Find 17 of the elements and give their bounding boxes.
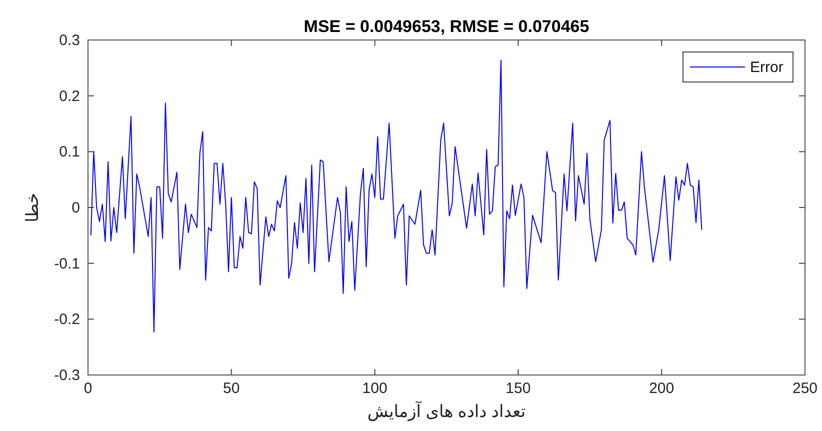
x-tick-label: 100: [362, 380, 388, 397]
y-tick-label: 0: [72, 200, 80, 216]
y-tick-label: 0.3: [59, 32, 80, 49]
y-tick-label: 0.2: [59, 88, 80, 105]
y-tick-label: -0.2: [54, 311, 80, 328]
legend-label: Error: [750, 59, 784, 76]
x-axis-title: تعداد داده های آزمایش: [367, 401, 526, 422]
x-tick-label: 200: [649, 380, 674, 397]
x-tick-label: 50: [223, 380, 240, 397]
y-axis-title: خطا: [23, 192, 42, 222]
y-tick-label: 0.1: [59, 144, 80, 161]
chart-title: MSE = 0.0049653, RMSE = 0.070465: [304, 17, 590, 36]
x-tick-label: 0: [84, 380, 92, 397]
x-tick-label: 150: [506, 380, 531, 397]
y-tick-label: -0.3: [54, 367, 80, 384]
x-tick-label: 250: [792, 380, 818, 397]
y-tick-label: -0.1: [54, 255, 80, 272]
